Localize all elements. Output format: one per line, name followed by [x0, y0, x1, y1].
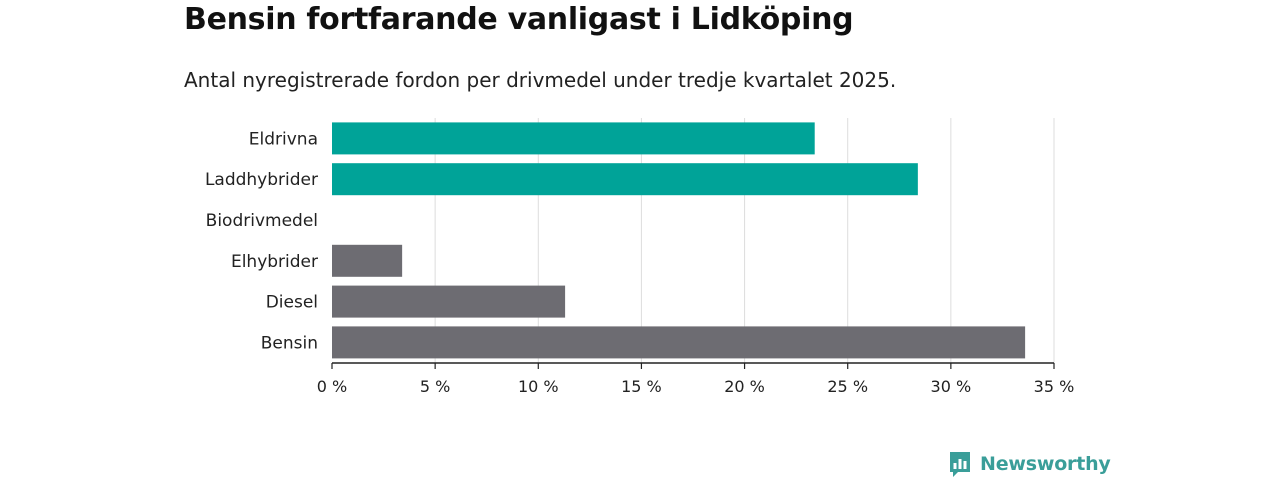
- x-tick-label: 20 %: [724, 377, 765, 396]
- bar-eldrivna: [332, 122, 815, 155]
- bar-chart: Eldrivna Laddhybrider Biodrivmedel Elhybrid…: [205, 118, 1075, 396]
- x-tick-label: 30 %: [931, 377, 972, 396]
- x-tick-label: 0 %: [317, 377, 347, 396]
- category-label: Bensin: [261, 333, 318, 353]
- bar-laddhybrider: [332, 163, 918, 196]
- brand: Newsworthy: [948, 448, 1111, 480]
- brand-name: Newsworthy: [980, 453, 1111, 475]
- x-tick-label: 25 %: [827, 377, 868, 396]
- newsworthy-logo-icon: [950, 452, 970, 477]
- bar-bensin: [332, 326, 1026, 359]
- category-label: Elhybrider: [231, 252, 318, 272]
- category-label: Biodrivmedel: [206, 211, 318, 231]
- category-label: Diesel: [266, 293, 318, 313]
- chart-subtitle: Antal nyregistrerade fordon per drivmede…: [184, 68, 897, 92]
- category-label: Eldrivna: [249, 129, 318, 149]
- bar-diesel: [332, 285, 566, 318]
- bar-elhybrider: [332, 244, 403, 277]
- chart-title: Bensin fortfarande vanligast i Lidköping: [184, 2, 854, 37]
- x-tick-label: 10 %: [518, 377, 559, 396]
- category-label: Laddhybrider: [205, 170, 318, 190]
- x-tick-label: 35 %: [1034, 377, 1075, 396]
- x-tick-label: 15 %: [621, 377, 662, 396]
- x-tick-label: 5 %: [420, 377, 450, 396]
